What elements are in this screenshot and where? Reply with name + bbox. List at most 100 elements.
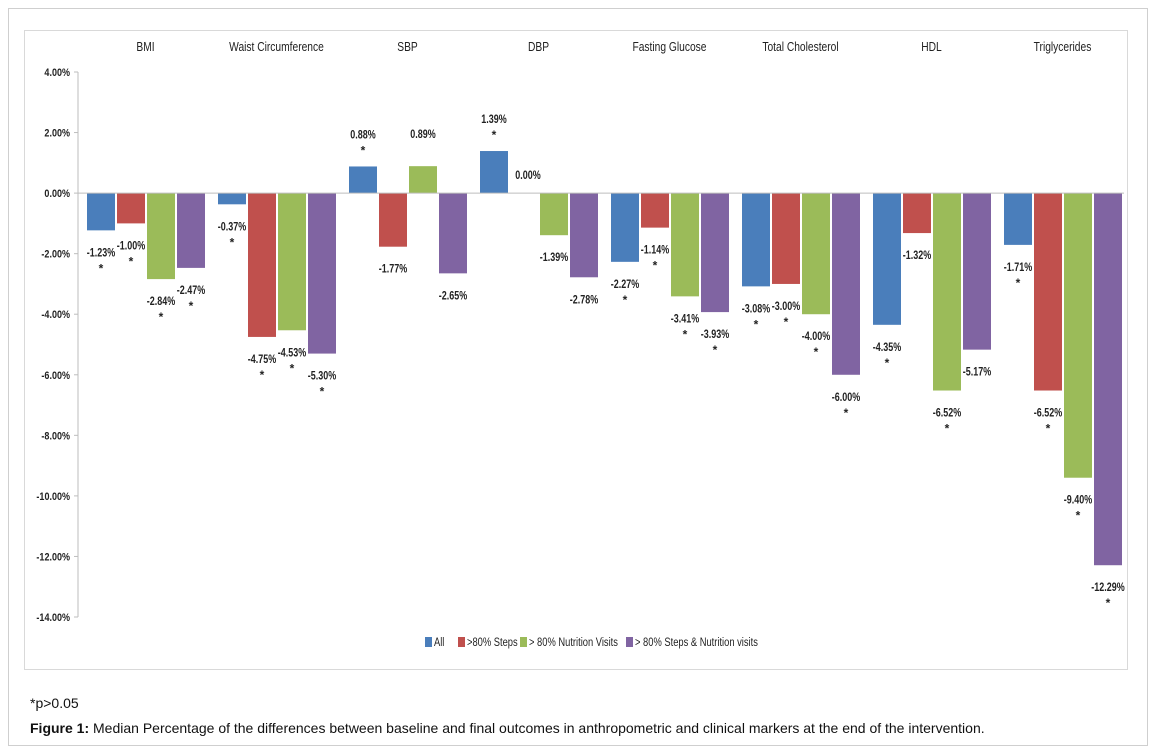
significance-star: * (844, 406, 849, 420)
data-label: -1.71% (1004, 262, 1032, 274)
bar (540, 193, 568, 236)
category-label: SBP (397, 41, 418, 54)
category-label: BMI (136, 41, 154, 54)
data-label: -1.00% (117, 240, 145, 252)
significance-star: * (623, 293, 628, 307)
legend-label: All (434, 636, 444, 649)
data-label: -5.30% (308, 371, 336, 383)
bar (873, 193, 901, 325)
significance-star: * (754, 317, 759, 331)
bar (671, 193, 699, 297)
significance-star: * (683, 327, 688, 341)
y-tick-label: 2.00% (44, 128, 70, 140)
data-label: -3.00% (772, 301, 800, 313)
significance-star: * (492, 128, 497, 142)
category-label: DBP (528, 41, 549, 54)
category-label: Triglycerides (1034, 41, 1092, 54)
y-tick-label: -14.00% (36, 612, 70, 624)
bar (701, 193, 729, 313)
caption-prefix: Figure 1: (30, 720, 90, 736)
bar (409, 166, 437, 194)
significance-star: * (885, 356, 890, 370)
data-label: -0.37% (218, 221, 246, 233)
significance-star: * (159, 310, 164, 324)
data-label: -2.84% (147, 296, 175, 308)
significance-star: * (320, 385, 325, 399)
y-tick-label: -8.00% (41, 431, 70, 443)
bar (1004, 193, 1032, 245)
significance-star: * (784, 315, 789, 329)
bar (218, 193, 246, 205)
bar (933, 193, 961, 391)
figure-caption: Figure 1: Median Percentage of the diffe… (30, 720, 985, 736)
category-label: Fasting Glucose (632, 41, 706, 54)
significance-star: * (1046, 422, 1051, 436)
data-label: -4.35% (873, 342, 901, 354)
chart-area-border (24, 30, 1128, 670)
data-label: -6.52% (1034, 408, 1062, 420)
bar (439, 193, 467, 274)
significance-star: * (1016, 276, 1021, 290)
data-label: -3.41% (671, 313, 699, 325)
legend-swatch (458, 637, 465, 647)
legend-label: > 80% Steps & Nutrition visits (635, 636, 758, 649)
significance-star: * (1076, 509, 1081, 523)
bar (1094, 193, 1122, 566)
data-label: -1.23% (87, 247, 115, 259)
bar (1064, 193, 1092, 478)
significance-star: * (99, 261, 104, 275)
category-label: Total Cholesterol (762, 41, 838, 54)
significance-star: * (189, 299, 194, 313)
data-label: -1.14% (641, 245, 669, 257)
significance-star: * (653, 259, 658, 273)
data-label: -12.29% (1091, 582, 1124, 594)
bar (963, 193, 991, 350)
bar (278, 193, 306, 331)
significance-star: * (290, 361, 295, 375)
bar (742, 193, 770, 287)
data-label: -1.39% (540, 252, 568, 264)
bar (117, 193, 145, 224)
bar (349, 166, 377, 194)
bar (903, 193, 931, 234)
legend-swatch (520, 637, 527, 647)
bar-chart: 4.00% 2.00% 0.00% -2.00% -4.00% -6.00% -8.00% -… (36, 41, 1124, 649)
bar (87, 193, 115, 231)
data-label: -1.77% (379, 264, 407, 276)
data-label: -6.00% (832, 392, 860, 404)
bar (1034, 193, 1062, 391)
data-label: -4.00% (802, 331, 830, 343)
y-tick-label: -10.00% (36, 491, 70, 503)
bar (570, 193, 598, 278)
data-label: -2.27% (611, 279, 639, 291)
data-label: 0.89% (410, 129, 435, 141)
data-label: 0.88% (350, 130, 375, 142)
y-tick-label: 4.00% (44, 67, 70, 79)
bar (802, 193, 830, 315)
bar (147, 193, 175, 280)
category-label: HDL (921, 41, 941, 54)
data-label: -9.40% (1064, 495, 1092, 507)
data-label: -1.32% (903, 250, 931, 262)
data-label: -4.53% (278, 347, 306, 359)
bar (177, 193, 205, 268)
data-label: -5.17% (963, 367, 991, 379)
data-label: -2.65% (439, 290, 467, 302)
significance-star: * (814, 345, 819, 359)
legend-swatch (626, 637, 633, 647)
significance-star: * (260, 368, 265, 382)
significance-star: * (1106, 596, 1111, 610)
data-label: 0.00% (515, 170, 540, 182)
bar (308, 193, 336, 354)
significance-star: * (361, 143, 366, 157)
significance-star: * (945, 422, 950, 436)
data-label: -6.52% (933, 408, 961, 420)
significance-star: * (129, 254, 134, 268)
y-tick-label: 0.00% (44, 188, 70, 200)
y-tick-label: -12.00% (36, 552, 70, 564)
bar (480, 151, 508, 194)
footnote: *p>0.05 (30, 695, 79, 711)
significance-star: * (230, 235, 235, 249)
bar (832, 193, 860, 375)
data-label: -2.78% (570, 294, 598, 306)
